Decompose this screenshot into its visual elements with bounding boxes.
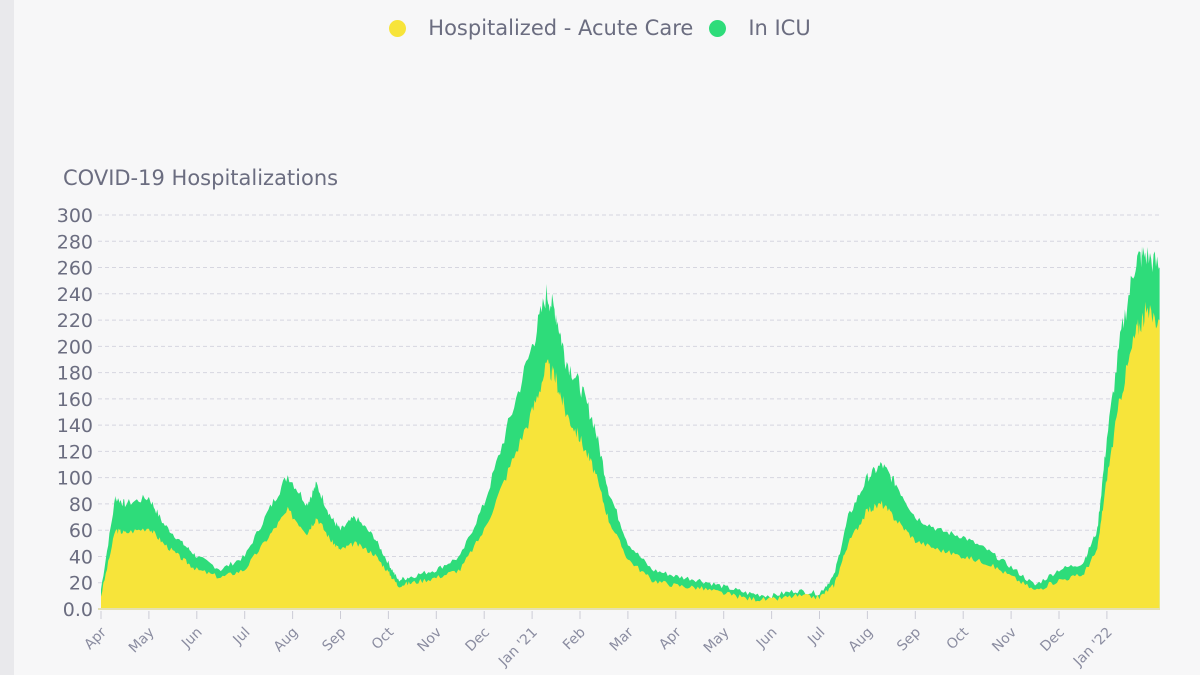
y-tick-label: 100 <box>57 468 93 490</box>
x-tick-label: Oct <box>944 624 973 653</box>
legend-item-icu[interactable]: In ICU <box>709 16 811 40</box>
y-tick-label: 260 <box>57 258 93 280</box>
x-tick-label: Dec <box>463 625 493 655</box>
x-tick-label: May <box>701 625 733 657</box>
x-tick-label: Jul <box>804 625 828 649</box>
legend-label: Hospitalized - Acute Care <box>428 16 694 40</box>
x-tick-label: Sep <box>894 624 924 654</box>
y-tick-label: 240 <box>57 284 93 306</box>
x-tick-label: Aug <box>846 625 877 656</box>
x-tick-label: Dec <box>1037 625 1067 655</box>
chart-title: COVID-19 Hospitalizations <box>63 166 339 190</box>
y-tick-label: 160 <box>57 389 93 411</box>
x-tick-label: Jan '21 <box>495 625 541 671</box>
x-tick-label: Jun <box>753 625 780 652</box>
y-tick-label: 120 <box>57 441 93 463</box>
x-tick-label: Apr <box>81 624 110 653</box>
green-dot-icon <box>709 19 727 37</box>
x-tick-label: Mar <box>607 624 637 654</box>
x-tick-label: Feb <box>560 624 589 653</box>
x-tick-label: Nov <box>414 625 445 656</box>
x-tick-label: Nov <box>989 625 1020 656</box>
x-tick-label: Jan '22 <box>1070 625 1116 671</box>
x-tick-label: Jun <box>178 625 205 652</box>
y-tick-label: 180 <box>57 363 93 385</box>
y-tick-label: 0.0 <box>63 599 93 621</box>
y-tick-label: 20 <box>69 573 93 595</box>
y-tick-label: 220 <box>57 310 93 332</box>
y-tick-label: 80 <box>69 494 93 516</box>
acute-care-area <box>101 301 1160 609</box>
y-tick-label: 140 <box>57 415 93 437</box>
x-tick-label: Aug <box>271 625 302 656</box>
x-tick-label: Apr <box>656 624 685 653</box>
legend-label: In ICU <box>748 16 811 40</box>
yellow-dot-icon <box>389 19 407 37</box>
legend-item-acute-care[interactable]: Hospitalized - Acute Care <box>389 16 693 40</box>
y-tick-label: 60 <box>69 520 93 542</box>
x-tick-label: Sep <box>319 624 349 654</box>
legend: Hospitalized - Acute Care In ICU <box>0 16 1200 40</box>
x-tick-label: Jul <box>230 625 254 649</box>
x-tick-label: Oct <box>369 624 398 653</box>
icu-area <box>101 246 1160 609</box>
y-tick-label: 200 <box>57 336 93 358</box>
x-tick-label: May <box>126 625 158 657</box>
y-tick-label: 280 <box>57 231 93 253</box>
y-tick-label: 300 <box>57 205 93 227</box>
y-tick-label: 40 <box>69 546 93 568</box>
